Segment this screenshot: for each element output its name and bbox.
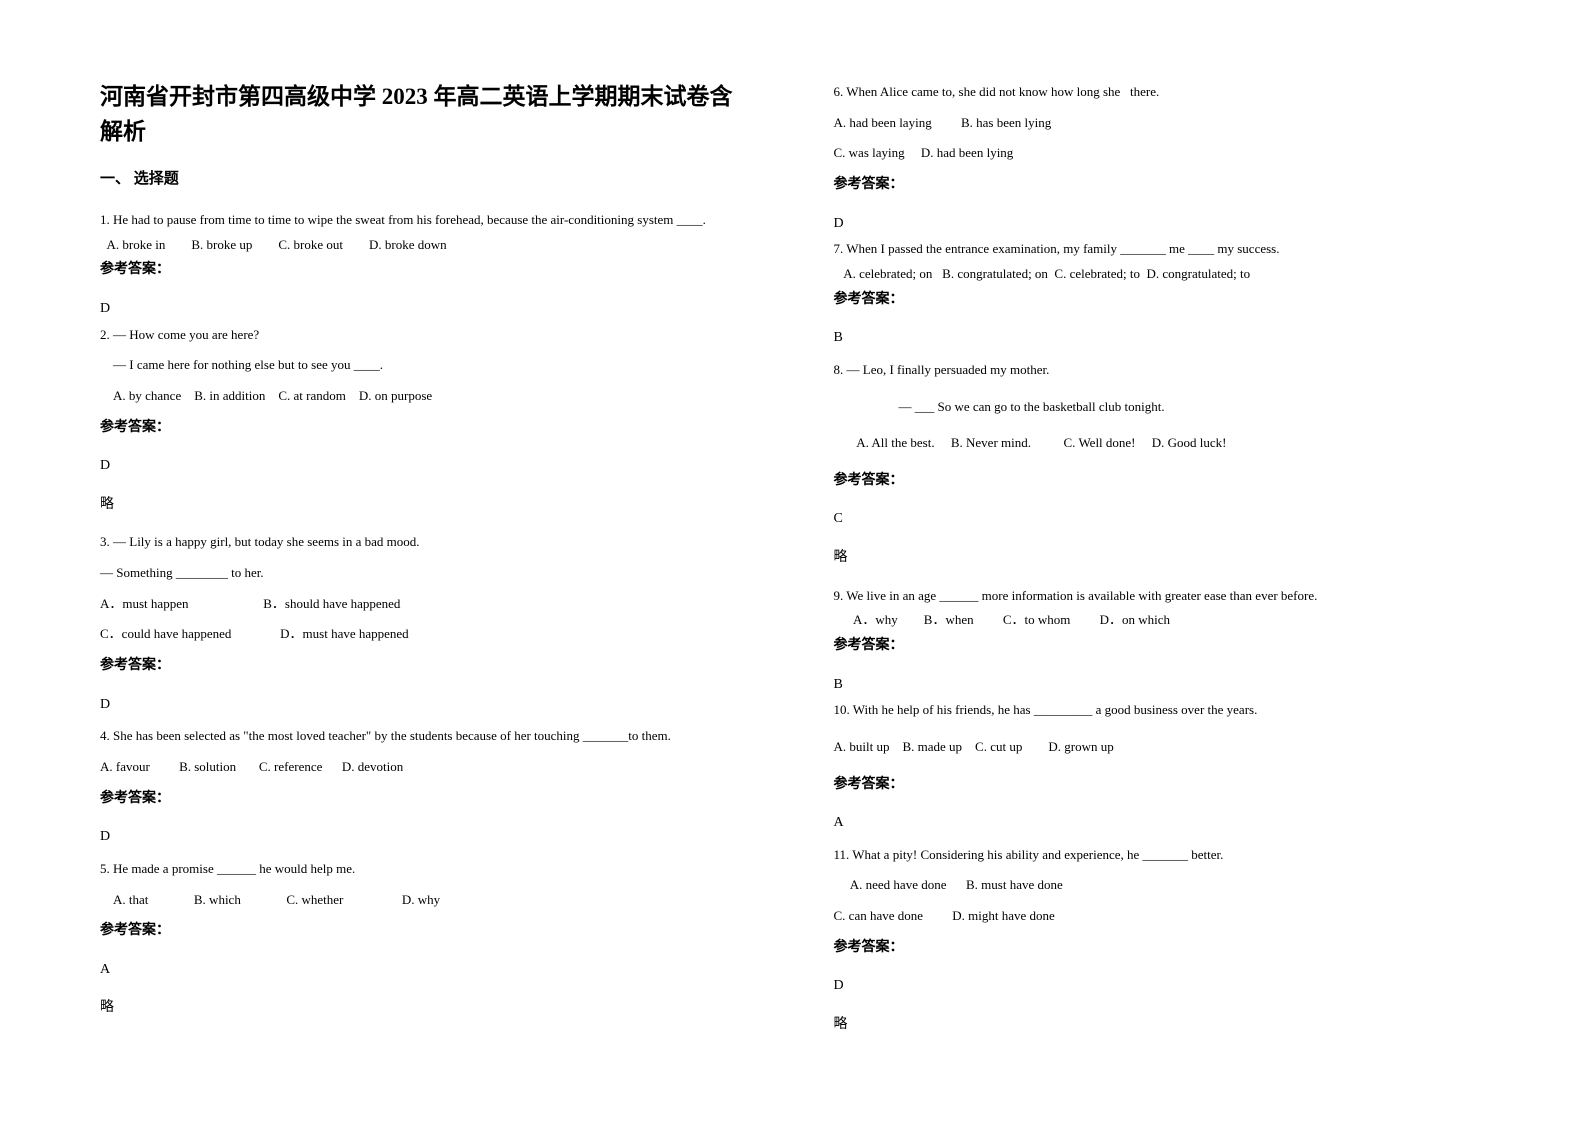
- q7-answer-label: 参考答案：: [834, 287, 1488, 314]
- q5-text: 5. He made a promise ______ he would hel…: [100, 857, 754, 882]
- q2-answer-label: 参考答案：: [100, 415, 754, 442]
- q2-text2: — I came here for nothing else but to se…: [100, 353, 754, 378]
- q7-answer: B: [834, 325, 1488, 352]
- document-title: 河南省开封市第四高级中学 2023 年高二英语上学期期末试卷含解析: [100, 80, 754, 149]
- q8-answer: C: [834, 506, 1488, 533]
- q4-text: 4. She has been selected as "the most lo…: [100, 724, 754, 749]
- q4-answer: D: [100, 824, 754, 851]
- q6-options1: A. had been laying B. has been lying: [834, 111, 1488, 136]
- q3-options2: C．could have happened D．must have happen…: [100, 622, 754, 647]
- q8-answer-label: 参考答案：: [834, 468, 1488, 495]
- q8-text1: 8. — Leo, I finally persuaded my mother.: [834, 358, 1488, 383]
- left-column: 河南省开封市第四高级中学 2023 年高二英语上学期期末试卷含解析 一、 选择题…: [100, 80, 794, 1082]
- q1-answer: D: [100, 296, 754, 323]
- q10-options: A. built up B. made up C. cut up D. grow…: [834, 735, 1488, 760]
- q11-answer-label: 参考答案：: [834, 935, 1488, 962]
- q9-answer-label: 参考答案：: [834, 633, 1488, 660]
- q11-answer: D: [834, 973, 1488, 1000]
- q5-note: 略: [100, 995, 754, 1022]
- q8-text2: — ___ So we can go to the basketball clu…: [834, 395, 1488, 420]
- q5-options: A. that B. which C. whether D. why: [100, 888, 754, 913]
- q4-options: A. favour B. solution C. reference D. de…: [100, 755, 754, 780]
- section-heading: 一、 选择题: [100, 167, 754, 188]
- right-column: 6. When Alice came to, she did not know …: [794, 80, 1488, 1082]
- q1-text: 1. He had to pause from time to time to …: [100, 208, 754, 233]
- q10-answer: A: [834, 810, 1488, 837]
- q7-text: 7. When I passed the entrance examinatio…: [834, 237, 1488, 262]
- q5-answer: A: [100, 957, 754, 984]
- q3-text1: 3. — Lily is a happy girl, but today she…: [100, 530, 754, 555]
- q2-answer: D: [100, 453, 754, 480]
- q2-options: A. by chance B. in addition C. at random…: [100, 384, 754, 409]
- q3-text2: — Something ________ to her.: [100, 561, 754, 586]
- q9-text: 9. We live in an age ______ more informa…: [834, 584, 1488, 609]
- q11-text: 11. What a pity! Considering his ability…: [834, 843, 1488, 868]
- q8-options: A. All the best. B. Never mind. C. Well …: [834, 431, 1488, 456]
- q6-text: 6. When Alice came to, she did not know …: [834, 80, 1488, 105]
- q9-options: A．why B．when C．to whom D．on which: [834, 608, 1488, 633]
- q3-answer: D: [100, 692, 754, 719]
- q5-answer-label: 参考答案：: [100, 918, 754, 945]
- q3-answer-label: 参考答案：: [100, 653, 754, 680]
- q7-options: A. celebrated; on B. congratulated; on C…: [834, 262, 1488, 287]
- q4-answer-label: 参考答案：: [100, 786, 754, 813]
- q10-text: 10. With he help of his friends, he has …: [834, 698, 1488, 723]
- q6-answer: D: [834, 211, 1488, 238]
- q2-text1: 2. — How come you are here?: [100, 323, 754, 348]
- q8-note: 略: [834, 545, 1488, 572]
- q3-options1: A．must happen B．should have happened: [100, 592, 754, 617]
- q9-answer: B: [834, 672, 1488, 699]
- q11-note: 略: [834, 1012, 1488, 1039]
- q10-answer-label: 参考答案：: [834, 772, 1488, 799]
- q11-options2: C. can have done D. might have done: [834, 904, 1488, 929]
- q2-note: 略: [100, 492, 754, 519]
- q11-options1: A. need have done B. must have done: [834, 873, 1488, 898]
- q1-answer-label: 参考答案：: [100, 257, 754, 284]
- q6-answer-label: 参考答案：: [834, 172, 1488, 199]
- q1-options: A. broke in B. broke up C. broke out D. …: [100, 233, 754, 258]
- q6-options2: C. was laying D. had been lying: [834, 141, 1488, 166]
